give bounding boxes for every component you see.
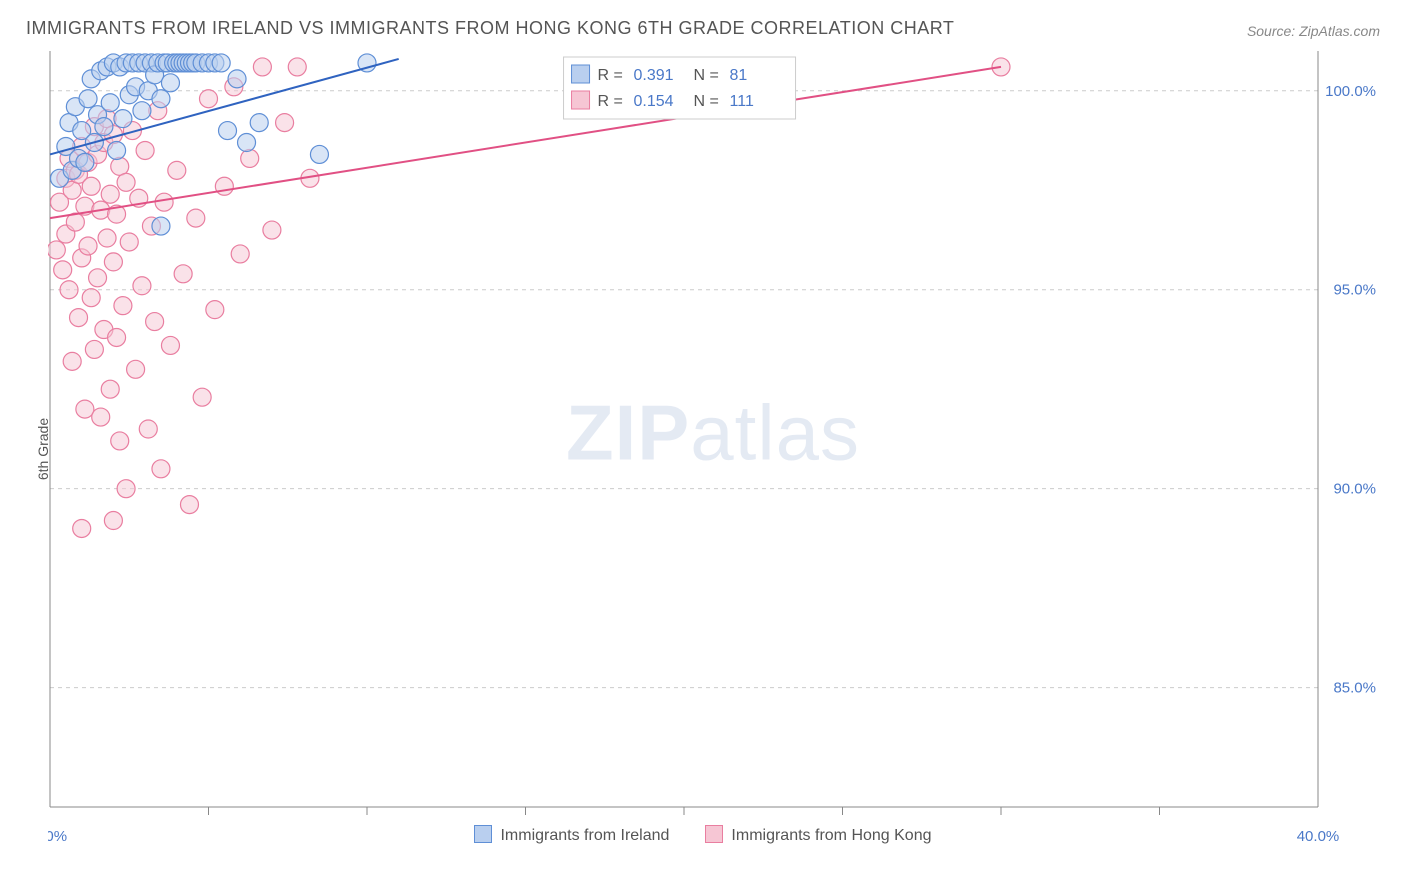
data-point-ireland [238, 134, 256, 152]
data-point-hongkong [92, 408, 110, 426]
data-point-hongkong [85, 340, 103, 358]
data-point-hongkong [117, 480, 135, 498]
data-point-ireland [152, 90, 170, 108]
data-point-hongkong [146, 313, 164, 331]
stats-n-value: 111 [730, 93, 754, 110]
data-point-hongkong [241, 149, 259, 167]
y-tick-label: 85.0% [1333, 680, 1376, 697]
data-point-hongkong [174, 265, 192, 283]
y-axis-label: 6th Grade [35, 418, 51, 480]
data-point-hongkong [127, 360, 145, 378]
data-point-hongkong [98, 229, 116, 247]
data-point-hongkong [161, 336, 179, 354]
x-tick-label: 0.0% [48, 828, 67, 845]
data-point-hongkong [288, 58, 306, 76]
data-point-ireland [76, 153, 94, 171]
data-point-hongkong [231, 245, 249, 263]
data-point-hongkong [89, 269, 107, 287]
stats-r-label: R = [598, 93, 623, 110]
data-point-ireland [79, 90, 97, 108]
data-point-ireland [108, 141, 126, 159]
data-point-hongkong [276, 114, 294, 132]
trend-line-hongkong [50, 67, 1001, 218]
data-point-hongkong [120, 233, 138, 251]
chart-title: IMMIGRANTS FROM IRELAND VS IMMIGRANTS FR… [26, 18, 954, 39]
data-point-hongkong [70, 309, 88, 327]
data-point-hongkong [206, 301, 224, 319]
data-point-hongkong [82, 177, 100, 195]
y-tick-label: 95.0% [1333, 282, 1376, 299]
data-point-hongkong [111, 157, 129, 175]
data-point-hongkong [117, 173, 135, 191]
stats-n-label: N = [694, 67, 719, 84]
y-tick-label: 100.0% [1325, 83, 1376, 100]
data-point-hongkong [187, 209, 205, 227]
data-point-hongkong [152, 460, 170, 478]
data-point-hongkong [104, 253, 122, 271]
data-point-hongkong [133, 277, 151, 295]
stats-n-value: 81 [730, 67, 748, 84]
scatter-plot: 85.0% 90.0% 95.0% 100.0% 0.0% 40.0% R = 0.391 N … [48, 49, 1378, 849]
data-point-hongkong [155, 193, 173, 211]
data-point-hongkong [104, 512, 122, 530]
chart-source: Source: ZipAtlas.com [1247, 23, 1380, 39]
stats-swatch-ireland [572, 65, 590, 83]
data-point-hongkong [168, 161, 186, 179]
data-point-hongkong [253, 58, 271, 76]
data-point-hongkong [139, 420, 157, 438]
data-point-ireland [250, 114, 268, 132]
data-point-hongkong [63, 352, 81, 370]
chart-area: 6th Grade ZIPatlas 85.0%90.0%95.0%100.0%… [48, 49, 1378, 849]
data-point-hongkong [60, 281, 78, 299]
stats-n-label: N = [694, 93, 719, 110]
stats-r-label: R = [598, 67, 623, 84]
stats-r-value: 0.391 [634, 67, 674, 84]
data-point-ireland [228, 70, 246, 88]
data-point-hongkong [73, 519, 91, 537]
stats-r-value: 0.154 [634, 93, 674, 110]
data-point-hongkong [114, 297, 132, 315]
data-point-ireland [101, 94, 119, 112]
data-point-hongkong [263, 221, 281, 239]
data-point-ireland [95, 118, 113, 136]
y-tick-label: 90.0% [1333, 481, 1376, 498]
data-point-ireland [114, 110, 132, 128]
data-point-ireland [152, 217, 170, 235]
data-point-hongkong [48, 241, 65, 259]
data-point-ireland [133, 102, 151, 120]
data-point-hongkong [79, 237, 97, 255]
data-point-hongkong [136, 141, 154, 159]
data-point-hongkong [180, 496, 198, 514]
data-point-hongkong [215, 177, 233, 195]
data-point-hongkong [82, 289, 100, 307]
data-point-hongkong [101, 380, 119, 398]
stats-swatch-hongkong [572, 91, 590, 109]
x-tick-label: 40.0% [1297, 828, 1340, 845]
data-point-ireland [310, 145, 328, 163]
data-point-hongkong [54, 261, 72, 279]
chart-header: IMMIGRANTS FROM IRELAND VS IMMIGRANTS FR… [0, 0, 1406, 45]
data-point-hongkong [111, 432, 129, 450]
data-point-hongkong [200, 90, 218, 108]
data-point-ireland [161, 74, 179, 92]
data-point-ireland [219, 122, 237, 140]
data-point-hongkong [76, 400, 94, 418]
data-point-hongkong [101, 185, 119, 203]
data-point-ireland [212, 54, 230, 72]
data-point-hongkong [193, 388, 211, 406]
data-point-hongkong [108, 328, 126, 346]
